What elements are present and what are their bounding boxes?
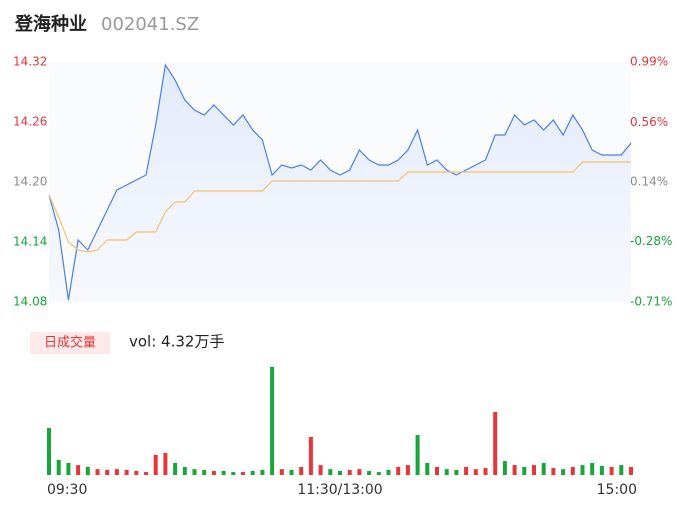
volume-bar	[619, 465, 624, 475]
volume-bar	[561, 469, 566, 475]
y-tick-label: 14.08	[13, 295, 47, 309]
x-tick-label: 11:30/13:00	[297, 482, 382, 498]
volume-bar	[570, 466, 575, 475]
chart-title: 登海种业	[14, 13, 87, 35]
volume-bar	[483, 468, 488, 475]
volume-bar	[396, 466, 401, 475]
volume-bar	[144, 472, 148, 475]
volume-bar	[241, 472, 245, 475]
x-tick-label: 09:30	[47, 482, 87, 498]
volume-bar	[435, 466, 439, 475]
volume-bar	[124, 469, 129, 475]
volume-bar	[444, 469, 449, 475]
volume-bar	[289, 469, 294, 475]
volume-bar	[493, 411, 498, 475]
volume-bar	[512, 465, 517, 475]
x-tick-label: 15:00	[597, 482, 637, 498]
volume-bar	[415, 435, 420, 475]
volume-bar	[270, 366, 275, 475]
volume-bar	[56, 459, 61, 475]
y2-tick-label: 0.56%	[630, 115, 668, 129]
volume-bar	[328, 469, 333, 475]
volume-bar	[66, 462, 71, 475]
y-tick-label: 14.20	[13, 175, 47, 189]
volume-bar	[502, 461, 507, 475]
volume-bar	[522, 466, 527, 475]
volume-bar	[609, 466, 614, 475]
volume-bar	[473, 469, 478, 475]
volume-bar	[599, 465, 604, 475]
volume-bar	[590, 462, 595, 475]
volume-annotation: vol: 4.32万手	[129, 333, 224, 351]
chart-subtitle: 002041.SZ	[101, 14, 199, 35]
volume-bar	[376, 472, 381, 475]
volume-bar	[114, 469, 119, 475]
volume-bar	[308, 436, 313, 475]
price-area	[49, 65, 631, 302]
volume-bar	[279, 469, 284, 475]
average-line	[48, 161, 631, 253]
volume-bar	[95, 469, 100, 475]
volume-bar	[386, 469, 391, 475]
volume-bar	[202, 469, 207, 475]
y2-tick-label: 0.99%	[630, 55, 668, 69]
volume-bar	[47, 428, 51, 475]
volume-bar	[318, 465, 323, 475]
volume-bar	[347, 469, 352, 475]
volume-bar	[532, 465, 536, 475]
volume-bar	[134, 470, 139, 475]
volume-bar	[173, 462, 178, 475]
volume-bar	[357, 469, 362, 475]
y-tick-label: 14.26	[13, 115, 47, 129]
volume-bar	[454, 469, 459, 475]
volume-tag-bg	[30, 332, 110, 354]
volume-bar	[192, 469, 197, 475]
y2-tick-label: 0.14%	[630, 175, 668, 189]
y-tick-label: 14.32	[13, 55, 47, 69]
volume-bar	[221, 470, 226, 475]
volume-bar	[163, 453, 168, 475]
y-tick-label: 14.14	[13, 235, 47, 249]
volume-bar	[105, 469, 110, 475]
volume-bar	[425, 462, 430, 475]
volume-bar	[580, 465, 585, 475]
volume-bar	[464, 466, 469, 475]
volume-bar	[182, 466, 187, 475]
volume-bar	[211, 470, 216, 475]
y2-tick-label: -0.71%	[630, 295, 672, 309]
price-line	[48, 63, 632, 301]
volume-bar	[367, 470, 372, 475]
volume-bar	[541, 462, 546, 475]
volume-bar	[299, 466, 304, 475]
volume-bar	[76, 465, 81, 475]
volume-bar	[250, 470, 255, 475]
volume-bar	[629, 466, 633, 475]
volume-bar	[231, 472, 236, 475]
volume-bar	[260, 469, 265, 475]
volume-bar	[338, 470, 342, 475]
volume-bar	[85, 466, 90, 475]
volume-bar	[153, 454, 158, 475]
volume-bar	[551, 468, 556, 475]
volume-bar	[405, 465, 410, 475]
y2-tick-label: -0.28%	[630, 234, 672, 248]
volume-title: 日成交量	[44, 335, 96, 351]
